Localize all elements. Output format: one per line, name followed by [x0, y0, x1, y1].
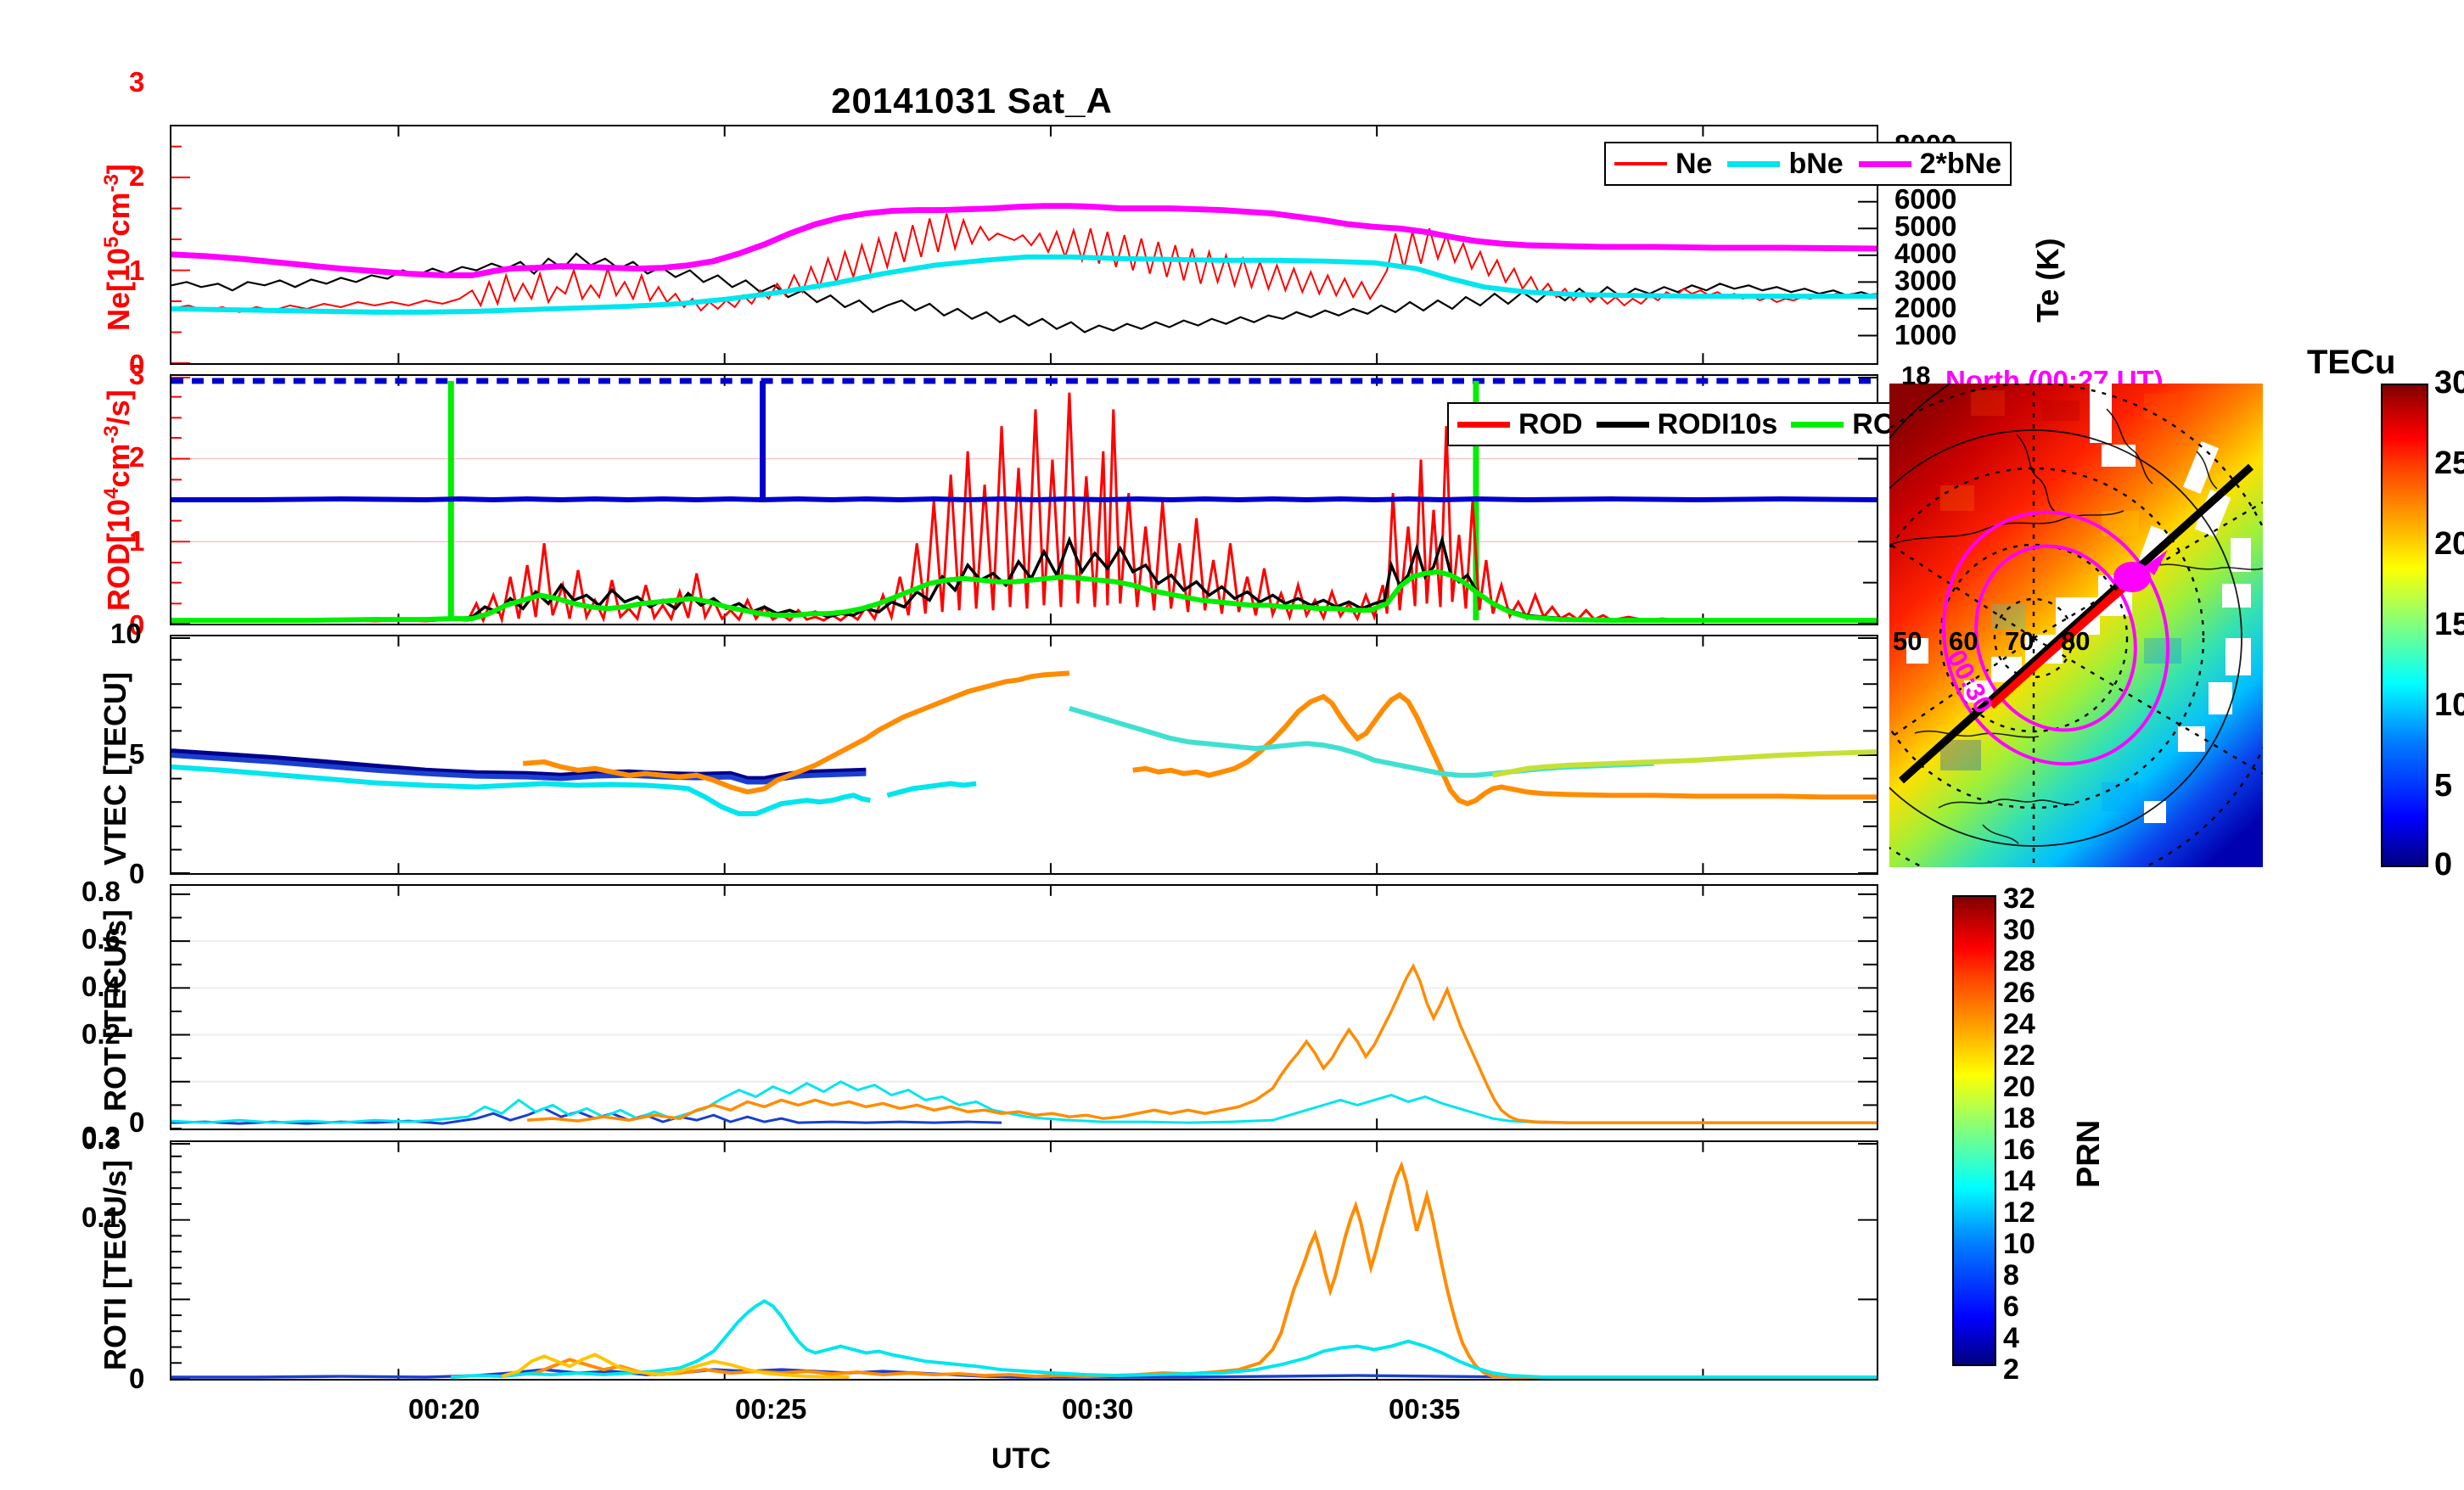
legend-item-rod: ROD — [1457, 410, 1583, 439]
map-lat-label-80: 80 — [2061, 626, 2091, 656]
ytick-ne-2: 2 — [129, 160, 145, 192]
colorbar-prn-tick-18: 18 — [2003, 1102, 2035, 1134]
ytick-rod-3: 3 — [129, 359, 145, 390]
ylabel-rod: ROD[104cm-3/s] — [100, 389, 136, 611]
panel-vtec-plot — [171, 636, 1877, 873]
ylabel-te: Te (K) — [2030, 238, 2065, 322]
legend-label-bne: bNe — [1788, 148, 1844, 180]
legend-label-rod: ROD — [1518, 408, 1583, 440]
legend-label-rodi10s: RODI10s — [1657, 408, 1778, 440]
ylabel-rot: ROT [TECU/s] — [98, 910, 132, 1112]
ytick-vtec-0: 0 — [129, 858, 145, 889]
ytick-vtec-5: 5 — [129, 738, 145, 770]
ytick-te-6000: 6000 — [1894, 183, 1957, 215]
panel-vtec — [170, 635, 1878, 875]
colorbar-prn-tick-20: 20 — [2003, 1071, 2035, 1103]
colorbar-prn-tick-26: 26 — [2003, 977, 2035, 1009]
panel-rot — [170, 884, 1878, 1130]
ylabel-vtec: VTEC [TECU] — [98, 672, 132, 865]
colorbar-prn-tick-8: 8 — [2003, 1259, 2019, 1291]
legend-swatch-2bne — [1858, 160, 1911, 167]
panel-roti-plot — [171, 1142, 1877, 1379]
colorbar-prn-tick-22: 22 — [2003, 1039, 2035, 1072]
legend-label-2bne: 2*bNe — [1919, 148, 2002, 180]
legend-swatch-rod — [1457, 421, 1510, 428]
colorbar-title-tecu: TECu — [2307, 344, 2396, 381]
legend-swatch-rodi10s — [1596, 421, 1649, 428]
ytick-rot-08: 0.8 — [81, 876, 121, 907]
colorbar-prn-tick-28: 28 — [2003, 945, 2035, 977]
legend-swatch-ne — [1614, 162, 1667, 165]
colorbar-prn-tick-10: 10 — [2003, 1228, 2035, 1260]
ytick-te-3000: 3000 — [1894, 265, 1957, 296]
legend-item-rodi10s: RODI10s — [1596, 408, 1778, 440]
ytick-roti-03-top: 0.3 — [81, 1123, 121, 1155]
colorbar-prn-tick-2: 2 — [2003, 1353, 2019, 1386]
ytick-te-5000: 5000 — [1894, 210, 1957, 242]
ylabel-ne: Ne[105cm-3] — [100, 164, 136, 331]
legend-swatch-rodi20s — [1791, 421, 1844, 428]
polar-tec-map — [1889, 384, 2263, 867]
colorbar-tecu-tick-15: 15 — [2434, 607, 2464, 642]
xtick-0035: 00:35 — [1389, 1393, 1461, 1425]
colorbar-tecu-tick-0: 0 — [2434, 847, 2453, 882]
colorbar-prn-tick-30: 30 — [2003, 914, 2035, 946]
ytick-rot-02: 0.2 — [81, 1018, 121, 1050]
legend-item-2bne: 2*bNe — [1858, 148, 2002, 180]
ytick-te-4000: 4000 — [1894, 238, 1957, 269]
ylabel-roti: ROTI [TECU/s] — [98, 1160, 132, 1370]
panel-ne-te — [170, 125, 1878, 365]
colorbar-prn-tick-6: 6 — [2003, 1291, 2019, 1323]
colorbar-prn — [1952, 895, 1996, 1366]
xtick-0025: 00:25 — [735, 1393, 807, 1425]
map-lat-label-70: 70 — [2005, 626, 2035, 656]
legend-item-bne: bNe — [1727, 148, 1844, 180]
xtick-0020: 00:20 — [408, 1393, 480, 1425]
ytick-rod-1: 1 — [129, 525, 145, 557]
legend-swatch-bne — [1727, 160, 1781, 167]
colorbar-tecu-tick-25: 25 — [2434, 445, 2464, 481]
page-title: 20141031 Sat_A — [831, 81, 1113, 120]
map-lat-label-60: 60 — [1949, 626, 1978, 656]
colorbar-prn-tick-16: 16 — [2003, 1134, 2035, 1166]
colorbar-tecu-tick-10: 10 — [2434, 687, 2464, 723]
colorbar-tecu-tick-5: 5 — [2434, 768, 2453, 804]
ytick-ne-3: 3 — [129, 66, 145, 98]
map-mlt-label-18: 18 — [1901, 361, 1931, 390]
legend-item-ne: Ne — [1614, 149, 1712, 178]
xlabel-utc: UTC — [991, 1442, 1051, 1475]
panel-rot-plot — [171, 886, 1877, 1129]
colorbar-tecu — [2381, 384, 2428, 867]
ytick-roti-02: 0.2 — [81, 1121, 121, 1152]
panel-ne-te-plot — [171, 126, 1877, 363]
polar-map-svg — [1889, 384, 2263, 867]
panel-rod-plot — [171, 376, 1877, 624]
colorbar-tecu-tick-30: 30 — [2434, 365, 2464, 401]
colorbar-prn-tick-12: 12 — [2003, 1196, 2035, 1229]
legend-label-ne: Ne — [1675, 148, 1713, 180]
legend-ne: Ne bNe 2*bNe — [1604, 142, 2012, 186]
ytick-rot-0: 0 — [129, 1106, 145, 1138]
ytick-roti-0: 0 — [129, 1363, 145, 1394]
ytick-rod-0: 0 — [129, 609, 145, 641]
xtick-0030: 00:30 — [1062, 1393, 1134, 1425]
colorbar-prn-tick-32: 32 — [2003, 882, 2035, 915]
ytick-rot-06: 0.6 — [81, 923, 121, 955]
map-lat-label-50: 50 — [1893, 626, 1922, 656]
ytick-ne-1: 1 — [129, 255, 145, 286]
panel-roti — [170, 1140, 1878, 1381]
colorbar-title-prn: PRN — [2071, 1119, 2107, 1188]
ytick-te-1000: 1000 — [1894, 319, 1957, 350]
colorbar-tecu-tick-20: 20 — [2434, 526, 2464, 562]
ytick-rot-04: 0.4 — [81, 971, 121, 1002]
ytick-roti-01: 0.1 — [81, 1202, 121, 1233]
ytick-ne-0: 0 — [129, 349, 145, 380]
colorbar-prn-tick-24: 24 — [2003, 1008, 2035, 1040]
ytick-vtec-10: 10 — [110, 618, 142, 649]
colorbar-prn-tick-4: 4 — [2003, 1322, 2019, 1354]
ytick-te-2000: 2000 — [1894, 292, 1957, 323]
colorbar-prn-tick-14: 14 — [2003, 1165, 2035, 1197]
ytick-rod-2: 2 — [129, 441, 145, 473]
